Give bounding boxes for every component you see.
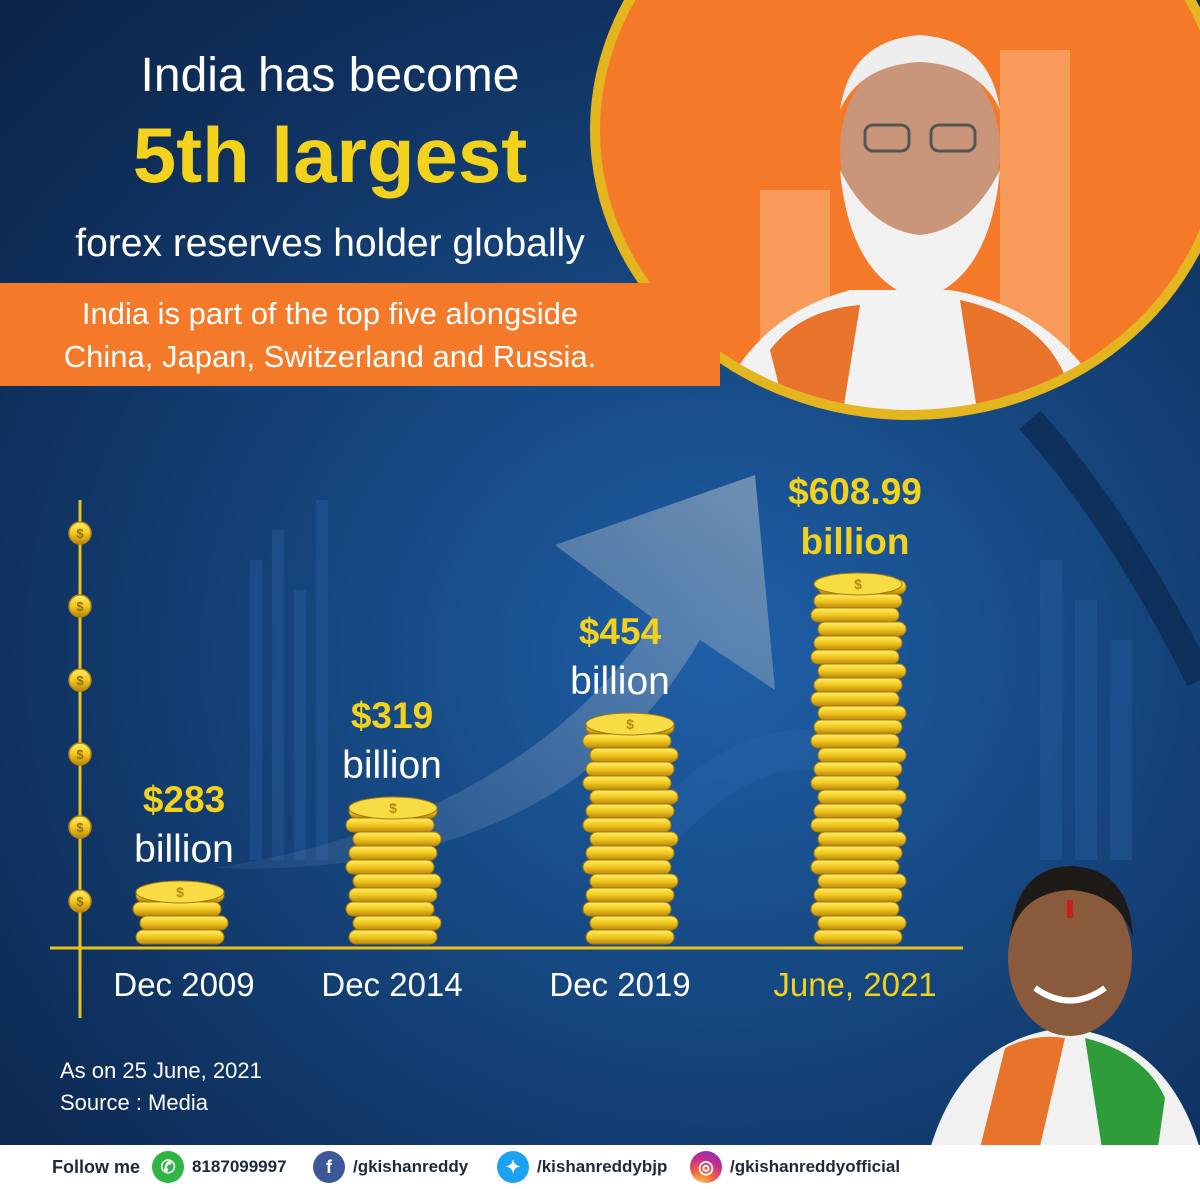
x-tick-label: June, 2021 (773, 966, 936, 1003)
whatsapp-number: 8187099997 (192, 1157, 287, 1176)
svg-text:$: $ (76, 599, 84, 614)
data-label-unit: billion (342, 744, 442, 787)
svg-text:$: $ (76, 526, 84, 541)
coin-icon: $ (68, 889, 92, 913)
svg-text:$: $ (76, 894, 84, 909)
x-tick-label: Dec 2009 (113, 966, 254, 1003)
twitter-icon: ✦ (497, 1151, 529, 1183)
svg-text:$: $ (626, 716, 634, 732)
coin-icon: $ (68, 815, 92, 839)
svg-text:$: $ (76, 747, 84, 762)
data-label-amount: $454 (579, 611, 662, 652)
growth-arrow (215, 475, 775, 869)
instagram-icon: ◎ (690, 1151, 722, 1183)
coin-icon: $ (68, 594, 92, 618)
data-label-unit: billion (801, 521, 910, 562)
data-label-unit: billion (134, 828, 234, 871)
data-label-amount: $608.99 (788, 471, 922, 512)
as-on-date: As on 25 June, 2021 (60, 1058, 262, 1083)
facebook-link[interactable]: f /gkishanreddy (313, 1145, 468, 1189)
twitter-handle: /kishanreddybjp (537, 1157, 668, 1176)
whatsapp-icon: ✆ (152, 1151, 184, 1183)
social-footer: Follow me ✆ 8187099997 f /gkishanreddy ✦… (0, 1145, 1200, 1189)
bar-coin-stack: $ (810, 572, 907, 945)
instagram-link[interactable]: ◎ /gkishanreddyofficial (690, 1145, 900, 1189)
orange-banner: India is part of the top five alongside … (0, 283, 720, 386)
headline-line-3: forex reserves holder globally (75, 222, 585, 265)
banner-line-1: India is part of the top five alongside (81, 296, 579, 331)
svg-text:$: $ (76, 673, 84, 688)
headline-line-1: India has become (140, 49, 520, 102)
data-label-amount: $283 (143, 779, 225, 820)
source-note: Source : Media (60, 1090, 208, 1115)
bar-coin-stack: $ (345, 796, 442, 945)
x-tick-label: Dec 2014 (321, 966, 462, 1003)
whatsapp-link[interactable]: ✆ 8187099997 (152, 1145, 287, 1189)
bar-coin-stack: $ (132, 880, 229, 945)
follow-me-label: Follow me (52, 1156, 141, 1177)
twitter-link[interactable]: ✦ /kishanreddybjp (497, 1145, 667, 1189)
coin-icon: $ (68, 521, 92, 545)
data-label-unit: billion (570, 660, 670, 703)
instagram-handle: /gkishanreddyofficial (730, 1157, 901, 1176)
svg-text:$: $ (854, 576, 862, 592)
headline-emphasis: 5th largest (132, 111, 528, 199)
svg-text:$: $ (176, 884, 184, 900)
leader-portrait (590, 0, 1200, 420)
coin-icon: $ (68, 742, 92, 766)
banner-line-2: China, Japan, Switzerland and Russia. (63, 339, 597, 374)
svg-text:$: $ (389, 800, 397, 816)
x-tick-label: Dec 2019 (549, 966, 690, 1003)
person-silhouette (716, 35, 1111, 410)
facebook-icon: f (313, 1151, 345, 1183)
coin-icon: $ (68, 668, 92, 692)
bar-coin-stack: $ (582, 712, 679, 945)
data-label-amount: $319 (351, 695, 433, 736)
facebook-handle: /gkishanreddy (353, 1157, 469, 1176)
minister-portrait (915, 838, 1200, 1168)
svg-text:$: $ (76, 820, 84, 835)
